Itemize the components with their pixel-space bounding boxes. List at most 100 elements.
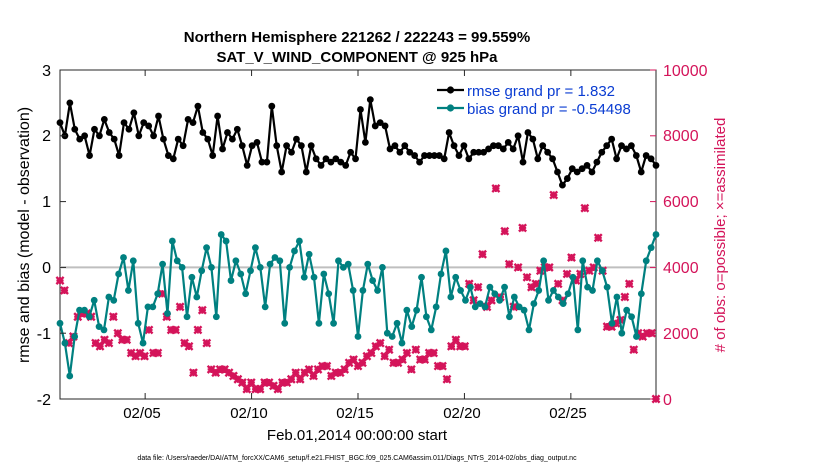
assimilated-obs-point	[460, 341, 470, 351]
rmse-series-point	[81, 132, 89, 140]
rmse-series-point	[327, 158, 335, 166]
rmse-series-point	[179, 142, 187, 150]
assimilated-obs-point	[95, 341, 105, 351]
rmse-series-point	[642, 152, 650, 159]
assimilated-obs-point	[255, 384, 265, 394]
assimilated-obs-point	[567, 253, 576, 262]
bias-series-point	[222, 237, 230, 245]
bias-series-point	[256, 264, 264, 271]
bias-series-point	[61, 339, 69, 347]
y-right-tick-label: 0	[663, 392, 672, 409]
bias-series-point	[188, 273, 196, 281]
rmse-series-point	[593, 158, 601, 166]
rmse-series-point	[297, 142, 305, 150]
rmse-series-point	[268, 102, 276, 110]
assimilated-obs-point	[544, 262, 554, 272]
rmse-series-point	[465, 155, 473, 163]
rmse-series-point	[209, 152, 217, 159]
assimilated-obs-point	[357, 358, 367, 368]
assimilated-obs-point	[273, 384, 283, 394]
bias-series-point	[501, 283, 508, 291]
rmse-series-point	[632, 152, 640, 159]
rmse-series-point	[130, 109, 138, 117]
bias-series-point	[124, 287, 132, 294]
rmse-series-point	[194, 102, 202, 110]
rmse-series-point	[224, 129, 231, 136]
rmse-series-point	[426, 152, 433, 159]
rmse-series-point	[293, 135, 300, 143]
legend-box	[431, 76, 655, 122]
bias-series-point	[271, 254, 279, 261]
assimilated-obs-point	[420, 355, 430, 364]
assimilated-obs-point	[380, 351, 390, 361]
rmse-series-point	[460, 142, 468, 150]
rmse-series-point	[342, 162, 350, 169]
legend-rmse-swatch-marker	[446, 86, 455, 94]
bias-series-point	[76, 306, 83, 314]
bias-series-point	[310, 273, 318, 281]
bias-series-point	[281, 319, 289, 327]
legend-rmse-label: rmse grand pr = 1.832	[467, 83, 615, 100]
y-left-tick-label: 0	[42, 260, 51, 277]
rmse-series-point	[110, 135, 118, 143]
bias-series-point	[569, 273, 577, 281]
rmse-series-point	[623, 145, 630, 153]
rmse-series-point	[598, 148, 606, 156]
assimilated-obs-point	[184, 341, 194, 351]
assimilated-obs-point	[486, 295, 496, 305]
assimilated-obs-point	[624, 279, 634, 289]
bias-series-point	[535, 287, 543, 294]
rmse-series-point	[322, 155, 330, 163]
bias-series-point	[486, 283, 494, 291]
bias-series-point	[481, 303, 489, 311]
rmse-series-point	[100, 115, 108, 123]
rmse-series-point	[199, 129, 207, 136]
bias-series-point	[418, 273, 425, 281]
bias-series-point	[466, 283, 474, 291]
bias-series-point	[442, 247, 450, 255]
rmse-series-point	[115, 152, 123, 159]
rmse-series-point	[539, 142, 547, 150]
bias-series-point	[447, 293, 455, 301]
rmse-series-point	[135, 132, 143, 140]
rmse-series-point	[494, 142, 502, 150]
rmse-series-point	[283, 142, 290, 150]
bias-series-point	[652, 231, 660, 238]
bias-series-point	[286, 264, 294, 271]
chart-title: Northern Hemisphere 221262 / 222243 = 99…	[184, 29, 530, 46]
bias-series-point	[452, 273, 460, 281]
bias-series-point	[471, 303, 479, 311]
rmse-series-point	[490, 142, 497, 150]
y-right-tick-label: 10000	[663, 63, 708, 80]
bias-series-point	[354, 333, 362, 340]
rmse-series-point	[637, 168, 645, 176]
rmse-series-point	[391, 142, 399, 150]
rmse-series-point	[583, 162, 591, 169]
bias-series-point	[291, 247, 298, 255]
y-left-tick-label: 2	[42, 128, 51, 145]
y-right-tick-label: 4000	[663, 260, 699, 277]
rmse-series-point	[376, 119, 384, 127]
bias-series-point	[422, 313, 430, 321]
bias-series-point	[603, 283, 611, 291]
rmse-series-point	[544, 148, 552, 156]
assimilated-obs-point	[171, 325, 181, 335]
y-left-tick-label: -2	[37, 392, 51, 409]
y-left-tick-label: -1	[37, 326, 51, 343]
rmse-series-point	[563, 175, 571, 182]
assimilated-obs-point	[295, 374, 305, 384]
bias-series-point	[276, 257, 284, 265]
bias-series-point	[506, 313, 513, 321]
bias-series-point	[300, 273, 308, 281]
assimilated-obs-point	[406, 364, 416, 374]
bias-series-point	[325, 290, 333, 298]
rmse-series-point	[554, 168, 561, 176]
assimilated-obs-point	[193, 325, 203, 335]
rmse-series-point	[603, 142, 611, 150]
bias-series-point	[154, 290, 162, 298]
bias-series-point	[344, 260, 352, 268]
bias-series-point	[564, 290, 572, 298]
rmse-series-point	[76, 135, 84, 143]
assimilated-obs-point	[451, 335, 461, 345]
rmse-series-point	[302, 168, 310, 176]
